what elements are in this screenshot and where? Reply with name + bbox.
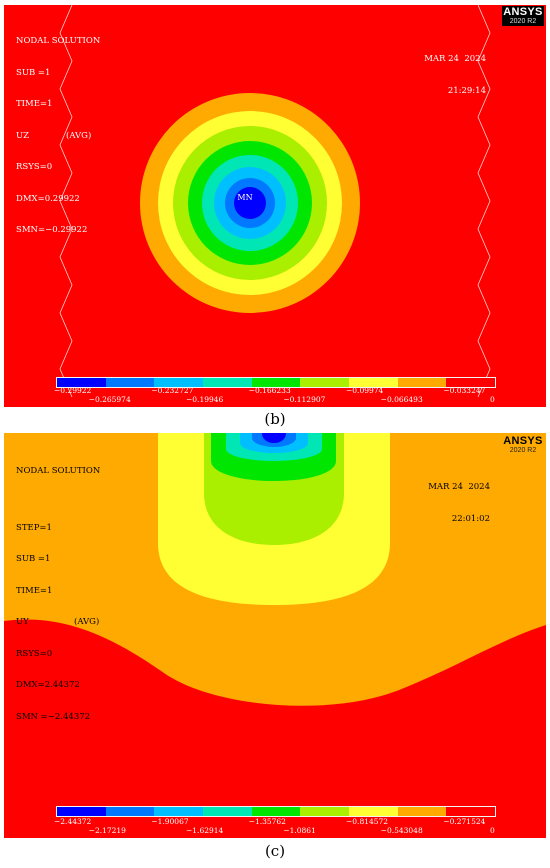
legend-swatch [203,807,252,816]
legend-swatch [154,807,204,816]
solution-title: NODAL SOLUTION [16,36,101,46]
legend-swatch [154,378,204,387]
solution-title: NODAL SOLUTION [16,466,101,476]
date-label: MAR 24 2024 [428,482,490,492]
uy-contour-graphic [4,433,546,838]
info-line: TIME=1 [16,585,53,596]
legend-tick-label: −1.90067 [151,817,189,826]
color-legend-bar [56,377,496,388]
info-line: SUB =1 [16,67,51,78]
mesh-boundary-line [59,5,73,398]
legend-swatch [349,807,398,816]
legend-tick-label: −2.17219 [88,826,126,835]
date-label: MAR 24 2024 [424,54,486,64]
ansys-logo: ANSYS 2020 R2 [502,6,544,26]
avg-label: (AVG) [74,617,100,627]
legend-swatch [349,378,398,387]
time-label: 21:29:14 [447,85,486,96]
contour-band [4,619,546,838]
legend-tick-label: 0 [490,395,495,404]
legend-tick-label: 0 [490,826,495,835]
legend-swatch [251,378,301,387]
contour-plot-uz: NODAL SOLUTION SUB =1 TIME=1 UZ (AVG) RSY… [4,5,546,407]
solution-info-b: NODAL SOLUTION SUB =1 TIME=1 UZ (AVG) RSY… [16,15,100,257]
legend-swatch [446,378,496,387]
legend-swatch [57,807,106,816]
legend-tick-label: −0.232727 [151,386,194,395]
ansys-logo: ANSYS 2020 R2 [503,435,543,454]
legend-tick-label: −0.265974 [88,395,131,404]
info-line: STEP=1 [16,522,52,533]
legend-tick-label: −0.112907 [283,395,326,404]
min-marker-label: MN [237,193,253,202]
legend-tick-label: −1.62914 [186,826,224,835]
legend-tick-label: −1.35762 [248,817,286,826]
legend-tick-label: −0.29922 [54,386,92,395]
info-line: UY (AVG) [16,617,100,627]
legend-swatch [105,378,155,387]
info-line: SMN=−0.29922 [16,225,88,235]
legend-tick-label: −1.0861 [283,826,316,835]
legend-swatch [105,807,155,816]
legend-swatch [251,807,301,816]
legend-tick-label: −0.033247 [443,386,486,395]
info-line: RSYS=0 [16,648,53,659]
contour-band [262,433,286,443]
mesh-boundary-line [477,5,491,398]
info-line: SUB =1 [16,554,51,564]
timestamp-c: MAR 24 2024 22:01:02 [428,461,490,545]
legend-tick-label: −0.19946 [186,395,224,404]
timestamp-b: MAR 24 2024 21:29:14 [424,33,486,117]
legend-swatch [300,807,350,816]
info-line: DMX=2.44372 [16,680,80,690]
figure-caption-c: (c) [264,842,286,860]
legend-tick-label: −0.271524 [443,817,486,826]
legend-tick-label: −0.166233 [248,386,291,395]
contour-plot-uy: NODAL SOLUTION STEP=1 SUB =1 TIME=1 UY (A… [4,433,546,838]
legend-swatch [203,378,252,387]
uz-contour-graphic [59,5,491,398]
legend-swatch [397,378,447,387]
legend-swatch [397,807,447,816]
legend-swatch [446,807,496,816]
info-line: TIME=1 [16,99,53,109]
color-legend-bar [56,806,496,817]
legend-tick-label: −0.814572 [346,817,389,826]
solution-info-c: NODAL SOLUTION STEP=1 SUB =1 TIME=1 UY (A… [16,445,100,743]
info-line: RSYS=0 [16,162,53,172]
contour-band [234,187,266,219]
time-label: 22:01:02 [451,513,490,524]
legend-tick-labels: −0.29922 −0.232727 −0.166233 −0.09974 −0.033… [54,386,495,406]
legend-tick-label: −2.44372 [54,817,92,826]
legend-swatch [57,378,106,387]
legend-tick-label: −0.09974 [346,386,384,395]
legend-tick-label: −0.066493 [380,395,423,404]
avg-label: (AVG) [66,130,92,141]
info-line: UZ (AVG) [16,130,92,141]
legend-swatch [300,378,350,387]
legend-tick-labels: −2.44372 −1.90067 −1.35762 −0.814572 −0.2715… [54,817,495,837]
info-line: SMN =−2.44372 [16,711,91,722]
legend-tick-label: −0.543048 [380,826,423,835]
figure-caption-b: (b) [264,410,286,428]
info-line: DMX=0.29922 [16,193,80,204]
